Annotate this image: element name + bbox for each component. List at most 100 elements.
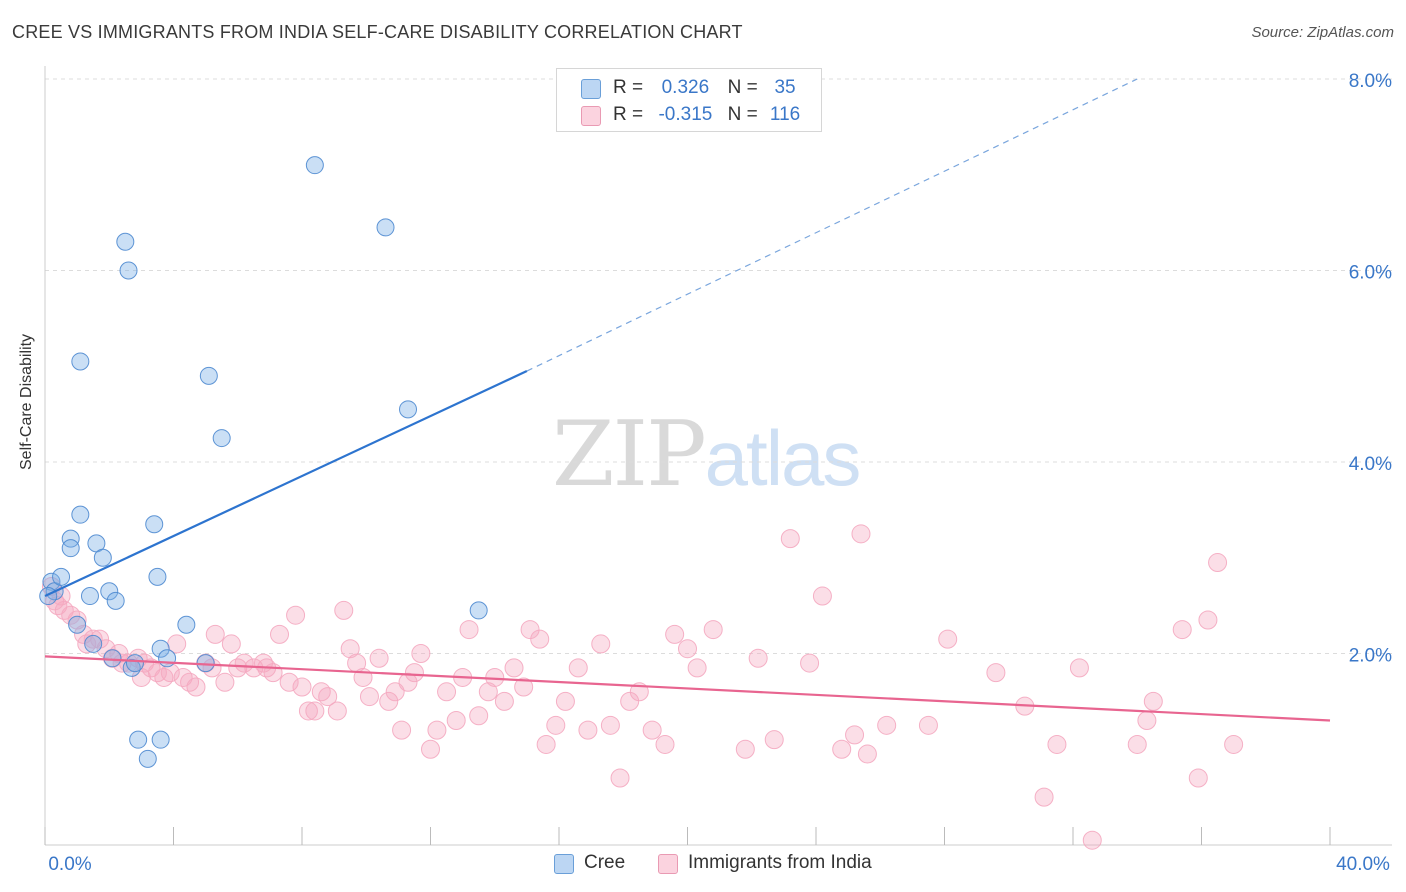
india-point	[591, 634, 611, 654]
india-point	[369, 648, 389, 668]
india-point	[112, 653, 132, 673]
india-point	[459, 620, 479, 640]
india-point	[298, 701, 318, 721]
india-point	[555, 691, 575, 711]
india-point	[665, 624, 685, 644]
cree-point	[84, 634, 103, 653]
x-tick-label: 40.0%	[1336, 854, 1390, 875]
cree-point	[103, 649, 122, 668]
cree-legend-label: Cree	[584, 852, 626, 873]
cree-point	[212, 429, 231, 448]
india-point	[392, 720, 412, 740]
india-point	[398, 672, 418, 692]
india-point	[221, 634, 241, 654]
cree-point	[469, 601, 488, 620]
india-point	[832, 739, 852, 759]
legend-n-value: 116	[769, 104, 801, 125]
cree-point	[138, 749, 157, 768]
india-point	[687, 658, 707, 678]
india-point	[678, 639, 697, 659]
cree-point	[177, 615, 196, 634]
source-label[interactable]: Source: ZipAtlas.com	[1251, 24, 1394, 41]
india-point	[379, 691, 399, 711]
legend-r-label: R =	[613, 77, 644, 98]
legend-r-value: 0.326	[661, 77, 710, 98]
india-point	[620, 691, 640, 711]
india-point	[359, 687, 379, 707]
india-point	[703, 620, 723, 640]
cree-point	[61, 539, 80, 558]
cree-point	[399, 400, 418, 419]
cree-point	[116, 232, 135, 251]
india-point	[877, 715, 897, 735]
india-point	[568, 658, 588, 678]
cree-point	[68, 615, 87, 634]
cree-point	[158, 649, 177, 668]
cree-point	[151, 639, 170, 658]
india-point	[845, 725, 865, 745]
y-tick-label: 4.0%	[1349, 454, 1392, 475]
india-point	[446, 711, 466, 731]
watermark: ZIPatlas	[552, 402, 861, 507]
india-point	[292, 677, 312, 697]
legend-n-value: 35	[774, 77, 796, 98]
legend-n-label: N =	[727, 104, 758, 125]
y-tick-label: 6.0%	[1349, 263, 1392, 284]
india-point	[938, 629, 958, 649]
india-point	[427, 720, 447, 740]
india-point	[504, 658, 524, 678]
india-point	[735, 739, 755, 759]
india-point	[83, 629, 103, 649]
india-point	[1127, 734, 1147, 754]
india-point	[748, 648, 768, 668]
india-point	[186, 677, 206, 697]
cree-trend-line	[44, 370, 528, 598]
india-point	[1069, 658, 1089, 678]
india-swatch-icon	[581, 106, 601, 126]
india-point	[411, 644, 431, 663]
cree-point	[71, 505, 90, 524]
india-point	[385, 682, 405, 702]
india-point	[655, 734, 675, 754]
india-point	[851, 524, 871, 544]
cree-point	[42, 572, 61, 591]
cree-trend-extension	[526, 78, 1138, 372]
india-point	[530, 629, 550, 649]
india-point	[74, 624, 94, 644]
india-point	[1034, 787, 1054, 807]
cree-point	[148, 567, 167, 586]
india-point	[494, 691, 514, 711]
india-legend-label: Immigrants from India	[688, 852, 872, 873]
cree-point	[100, 582, 119, 601]
cree-point	[71, 352, 90, 371]
cree-point	[80, 587, 99, 606]
india-point	[600, 715, 620, 735]
india-point	[305, 701, 325, 721]
cree-point	[39, 587, 58, 606]
watermark-zip: ZIP	[552, 402, 707, 507]
india-point	[1224, 734, 1244, 754]
india-point	[514, 677, 534, 697]
india-point	[1172, 620, 1192, 640]
cree-point	[93, 548, 112, 567]
india-point	[334, 600, 354, 620]
india-point	[1047, 734, 1067, 754]
legend-r-value: -0.315	[658, 104, 713, 125]
india-point	[421, 739, 440, 759]
cree-legend-icon	[554, 854, 574, 874]
india-point	[1137, 711, 1157, 731]
cree-point	[376, 218, 395, 237]
y-axis-title: Self-Care Disability	[18, 333, 35, 470]
india-point	[437, 682, 457, 702]
india-legend-icon	[658, 854, 678, 874]
india-point	[986, 663, 1006, 683]
india-point	[642, 720, 662, 740]
legend-n-label: N =	[727, 77, 758, 98]
cree-point	[145, 515, 164, 534]
y-tick-label: 2.0%	[1349, 646, 1392, 667]
india-point	[67, 610, 87, 630]
india-point	[279, 672, 299, 692]
india-point	[1198, 610, 1218, 630]
cree-point	[61, 529, 80, 548]
